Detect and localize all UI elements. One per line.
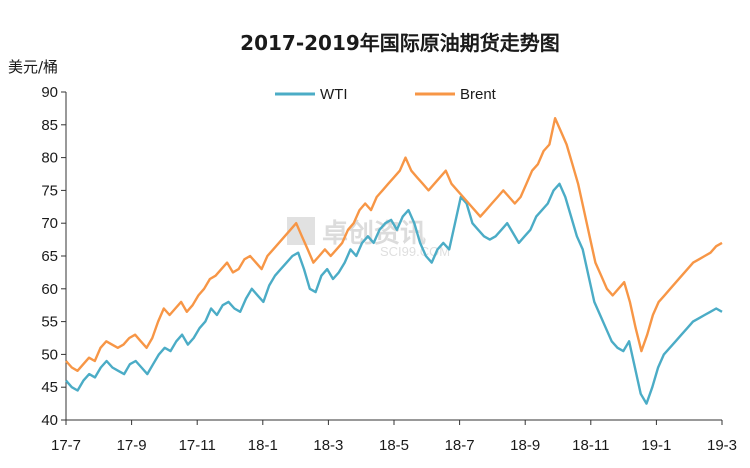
y-tick-label: 55 xyxy=(41,314,58,331)
x-tick-label: 18-11 xyxy=(572,437,609,454)
chart-title: 2017-2019年国际原油期货走势图 xyxy=(240,31,560,55)
series-line-brent xyxy=(65,117,723,372)
y-tick-label: 50 xyxy=(41,346,58,363)
y-tick-label: 90 xyxy=(41,84,58,101)
y-tick-label: 80 xyxy=(41,150,58,167)
x-tick-label: 17-11 xyxy=(179,437,216,454)
y-tick-label: 75 xyxy=(41,182,58,199)
y-axis: 40 45 50 55 60 65 70 75 80 85 90 xyxy=(41,84,67,429)
legend: WTI Brent xyxy=(275,86,497,103)
series-line-wti xyxy=(65,182,723,405)
x-tick-label: 17-9 xyxy=(117,437,147,454)
x-tick-label: 19-1 xyxy=(641,437,671,454)
watermark-logo xyxy=(287,217,315,245)
x-tick-label: 18-7 xyxy=(445,437,475,454)
watermark: 卓创资讯 SCI99.COM xyxy=(287,217,450,259)
x-tick-label: 18-9 xyxy=(510,437,540,454)
y-axis-unit-label: 美元/桶 xyxy=(8,58,58,76)
x-tick-label: 19-3 xyxy=(707,437,737,454)
y-tick-label: 65 xyxy=(41,248,58,265)
legend-wti-label: WTI xyxy=(320,86,348,103)
y-tick-label: 85 xyxy=(41,117,58,134)
x-tick-label: 18-3 xyxy=(313,437,343,454)
y-tick-label: 60 xyxy=(41,281,58,298)
x-tick-label: 18-5 xyxy=(379,437,409,454)
x-axis: 17-7 17-9 17-11 18-1 18-3 18-5 18-7 18-9 18-11 19… xyxy=(51,419,737,454)
legend-brent-label: Brent xyxy=(460,86,497,103)
x-tick-label: 17-7 xyxy=(51,437,81,454)
y-tick-label: 40 xyxy=(41,412,58,429)
x-tick-label: 18-1 xyxy=(248,437,278,454)
watermark-url: SCI99.COM xyxy=(380,244,450,259)
y-tick-label: 70 xyxy=(41,215,58,232)
y-tick-label: 45 xyxy=(41,379,58,396)
series-layer xyxy=(65,117,723,405)
